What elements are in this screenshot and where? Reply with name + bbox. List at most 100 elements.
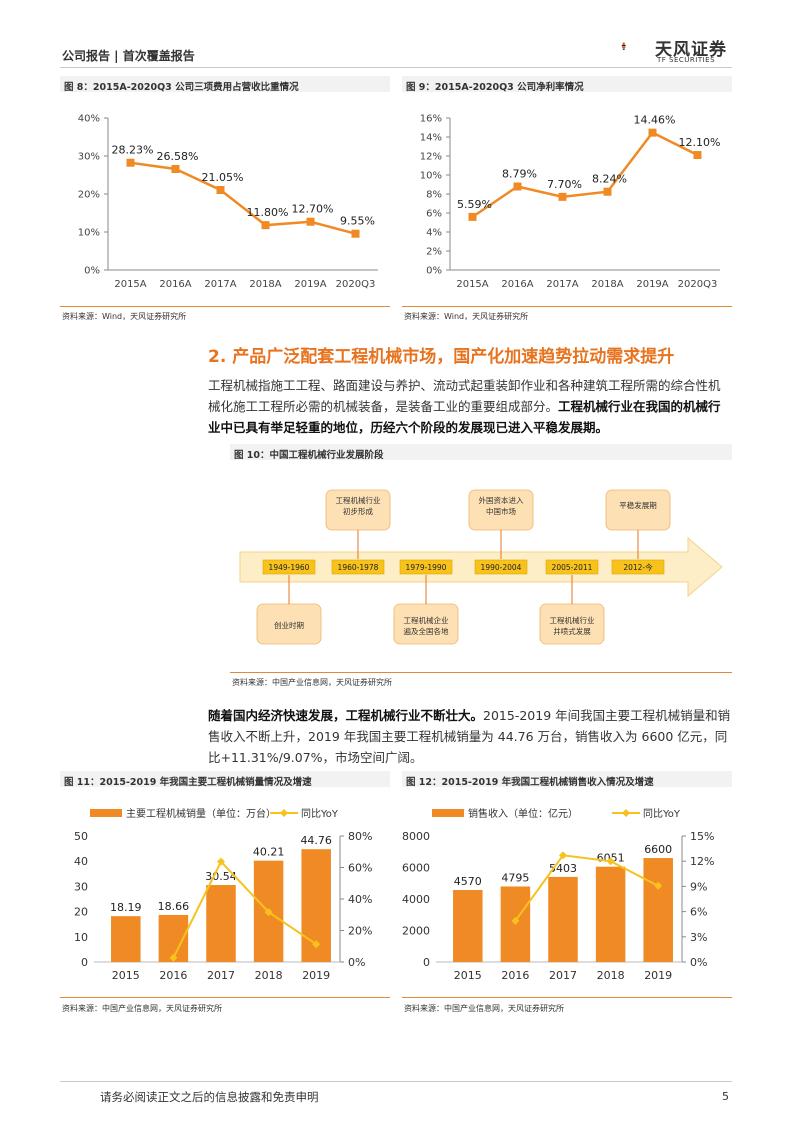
y-right-tick-label: 0%: [348, 956, 365, 969]
header-divider: [60, 67, 732, 68]
x-tick-label: 2020Q3: [678, 279, 718, 290]
fig8-title: 图 8：2015A-2020Q3 公司三项费用占营收比重情况: [64, 82, 299, 93]
y-tick-label: 4%: [426, 228, 442, 239]
fig10-source: 资料来源：中国产业信息网，天风证券研究所: [232, 678, 392, 687]
series-line: [471, 131, 699, 218]
data-label: 12.10%: [679, 136, 721, 149]
y-tick-label: 0%: [84, 266, 100, 277]
legend-line-marker: [280, 809, 288, 817]
fig8-bottom-rule: [60, 306, 390, 307]
bottom-note-text: 工程机械行业: [550, 615, 595, 625]
legend-line-label: 同比YoY: [643, 808, 681, 820]
period-label: 1949-1960: [269, 563, 310, 572]
legend-bar-swatch: [432, 809, 464, 817]
x-tick-label: 2015: [454, 969, 482, 982]
y-left-tick-label: 40: [74, 855, 88, 868]
period-box: [611, 559, 665, 575]
y-right-tick-label: 9%: [690, 880, 707, 893]
report-type-header: 公司报告 | 首次覆盖报告: [62, 49, 195, 63]
logo-text-cn: 天风证券: [655, 40, 727, 60]
fig10-title-bar: [230, 444, 732, 460]
y-left-tick-label: 30: [74, 880, 88, 893]
data-label: 7.70%: [547, 178, 582, 191]
fig9-title: 图 9：2015A-2020Q3 公司净利率情况: [406, 82, 584, 93]
x-tick-label: 2016A: [159, 279, 191, 290]
y-left-tick-label: 4000: [402, 893, 430, 906]
tf-securities-logo: [621, 42, 626, 50]
fig11-source: 资料来源：中国产业信息网，天风证券研究所: [62, 1004, 222, 1013]
y-right-tick-label: 6%: [690, 906, 707, 919]
yoy-point: [169, 953, 178, 962]
data-point: [513, 182, 522, 191]
yoy-point: [654, 881, 663, 890]
y-right-tick-label: 40%: [348, 893, 372, 906]
y-left-tick-label: 50: [74, 830, 88, 843]
section-paragraph-1: 工程机械指施工工程、路面建设与养护、流动式起重装卸作业和各种建筑工程所需的综合性…: [208, 375, 732, 438]
period-box: [545, 559, 599, 575]
y-left-tick-label: 0: [423, 956, 430, 969]
fig10-bottom-rule: [230, 672, 732, 673]
bottom-note-text: 工程机械企业: [404, 615, 449, 625]
y-left-tick-label: 2000: [402, 925, 430, 938]
top-note-text: 外国资本进入: [479, 495, 524, 505]
data-point: [693, 151, 702, 160]
data-label: 5.59%: [457, 198, 492, 211]
data-label: 8.79%: [502, 167, 537, 180]
legend-bar-swatch: [90, 809, 122, 817]
yoy-line: [514, 854, 659, 922]
bar-value-label: 4570: [454, 875, 482, 888]
data-point: [558, 192, 567, 201]
x-tick-label: 2015: [112, 969, 140, 982]
footer-disclaimer: 请务必阅读正文之后的信息披露和免责申明: [100, 1090, 319, 1104]
para1-normal: 工程机械指施工工程、路面建设与养护、流动式起重装卸作业和各种建筑工程所需的综合性…: [208, 378, 721, 414]
bottom-note-text: 遍及全国各地: [404, 626, 449, 636]
yoy-line: [172, 859, 317, 959]
data-label: 28.23%: [112, 144, 154, 157]
fig8-source: 资料来源：Wind，天风证券研究所: [62, 312, 187, 321]
y-tick-label: 14%: [420, 133, 442, 144]
x-tick-label: 2020Q3: [336, 279, 376, 290]
fig12-title-bar: [402, 771, 732, 787]
top-note-text: 工程机械行业: [336, 495, 381, 505]
period-label: 1990-2004: [481, 563, 522, 572]
y-left-tick-label: 20: [74, 906, 88, 919]
bar-value-label: 6600: [644, 843, 672, 856]
yoy-point: [264, 908, 273, 917]
series-line: [130, 161, 356, 235]
x-tick-label: 2015A: [456, 279, 488, 290]
x-tick-label: 2015A: [114, 279, 146, 290]
top-note-text: 平稳发展期: [619, 500, 657, 510]
y-tick-label: 2%: [426, 247, 442, 258]
x-tick-label: 2019: [302, 969, 330, 982]
bar: [453, 890, 483, 962]
top-note-text: 初步形成: [343, 506, 373, 516]
fig12-chart: 销售收入（单位：亿元） 同比YoY 0 2000 4000 6000 8000 0% 3% 6% 9…: [402, 807, 714, 982]
bar-value-label: 44.76: [300, 834, 332, 847]
fig12-title: 图 12：2015-2019 年我国工程机械销售收入情况及增速: [406, 777, 654, 788]
fig11-bottom-rule: [60, 997, 390, 998]
bar: [111, 916, 141, 962]
data-label: 9.55%: [340, 215, 375, 228]
x-tick-label: 2019A: [294, 279, 326, 290]
y-right-tick-label: 60%: [348, 862, 372, 875]
bar-value-label: 18.19: [110, 901, 142, 914]
top-note-box: [605, 489, 671, 531]
fig8-chart: 0% 10% 20% 30% 40% 28.23% 2015A 26.58% 2016A 21.0…: [78, 114, 378, 290]
bar: [643, 858, 673, 962]
y-right-tick-label: 15%: [690, 830, 714, 843]
data-point: [648, 128, 657, 137]
x-tick-label: 2018: [255, 969, 283, 982]
x-tick-label: 2017A: [546, 279, 578, 290]
y-right-tick-label: 80%: [348, 830, 372, 843]
yoy-point: [511, 916, 520, 925]
legend-bar-label: 销售收入（单位：亿元）: [468, 807, 578, 820]
y-tick-label: 16%: [420, 114, 442, 125]
bottom-note-text: 井喷式发展: [553, 626, 591, 636]
x-tick-label: 2016A: [501, 279, 533, 290]
data-point: [216, 186, 225, 195]
section-paragraph-2: 随着国内经济快速发展，工程机械行业不断壮大。2015-2019 年间我国主要工程…: [208, 705, 732, 768]
y-left-tick-label: 6000: [402, 862, 430, 875]
yoy-point: [559, 851, 567, 860]
footer-divider: [60, 1081, 732, 1082]
yoy-point: [606, 857, 615, 866]
